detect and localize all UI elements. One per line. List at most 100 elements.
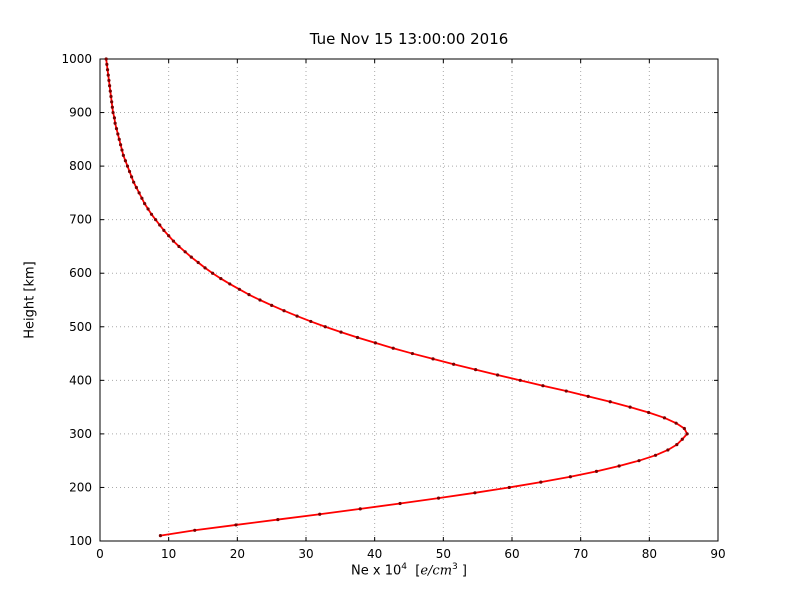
data-point-marker — [140, 196, 144, 200]
data-point-marker — [146, 207, 150, 211]
data-point-marker — [373, 341, 377, 345]
data-point-marker — [594, 469, 599, 473]
data-point-marker — [355, 335, 360, 340]
data-point-marker — [436, 496, 441, 500]
data-point-marker — [120, 148, 124, 152]
data-point-marker — [196, 260, 200, 265]
data-point-marker — [323, 325, 327, 329]
data-point-marker — [680, 437, 684, 441]
y-tick-label: 1000 — [61, 52, 92, 66]
data-point-marker — [234, 523, 238, 527]
data-point-marker — [127, 169, 132, 174]
data-point-marker — [171, 239, 176, 243]
data-point-marker — [111, 110, 115, 115]
data-point-marker — [637, 459, 641, 463]
y-axis-label: Height [km] — [22, 261, 38, 339]
data-point-marker — [105, 62, 109, 66]
data-point-marker — [474, 368, 478, 372]
y-tick-label: 800 — [69, 159, 92, 173]
data-point-marker — [110, 105, 114, 109]
axes-frame — [99, 58, 719, 542]
data-point-marker — [162, 228, 166, 232]
data-point-marker — [685, 432, 689, 436]
chart-title: Tue Nov 15 13:00:00 2016 — [309, 30, 509, 48]
data-point-marker — [112, 116, 117, 120]
data-point-marker — [674, 421, 678, 425]
x-tick-label: 40 — [367, 547, 382, 561]
data-point-marker — [666, 448, 670, 452]
data-point-marker — [193, 528, 197, 532]
data-point-marker — [219, 276, 223, 281]
profile-markers — [104, 57, 689, 538]
x-tick-label: 10 — [161, 547, 176, 561]
data-point-marker — [247, 293, 251, 297]
x-axis-label-units: e/cm — [420, 563, 453, 579]
data-point-marker — [123, 159, 128, 163]
data-point-marker — [682, 426, 686, 431]
data-point-marker — [167, 234, 171, 238]
data-point-marker — [104, 57, 108, 61]
data-point-marker — [568, 475, 572, 479]
data-point-marker — [106, 73, 110, 77]
x-axis-label-close-bracket: ] — [457, 563, 467, 579]
y-tick-label: 300 — [69, 427, 92, 441]
data-point-marker — [116, 132, 120, 136]
data-point-marker — [189, 255, 193, 259]
data-point-marker — [608, 400, 612, 404]
data-point-marker — [113, 121, 117, 125]
data-point-marker — [117, 137, 121, 141]
data-point-marker — [183, 250, 187, 254]
data-point-marker — [282, 309, 286, 313]
data-point-marker — [121, 153, 125, 157]
data-point-marker — [177, 244, 181, 249]
data-point-marker — [114, 127, 119, 131]
x-tick-label: 60 — [504, 547, 519, 561]
data-point-marker — [358, 507, 362, 511]
y-tick-label: 700 — [69, 213, 92, 227]
x-axis-label-units-exponent: 3 — [452, 562, 458, 572]
tick-labels: 0 10 20 30 40 50 60 70 80 90 100 200 300 400 500 600 700… — [61, 52, 725, 561]
data-point-marker — [158, 223, 162, 227]
data-point-marker — [276, 517, 280, 522]
x-tick-label: 0 — [96, 547, 104, 561]
data-point-marker — [119, 143, 123, 147]
data-point-marker — [270, 303, 274, 307]
y-tick-label: 100 — [69, 534, 92, 548]
data-point-marker — [203, 266, 207, 270]
y-tick-label: 900 — [69, 106, 92, 120]
data-point-marker — [105, 68, 110, 72]
x-axis-label-open-bracket: [ — [406, 563, 421, 579]
x-tick-label: 90 — [710, 547, 725, 561]
data-point-marker — [158, 534, 163, 538]
data-point-marker — [108, 84, 112, 88]
x-axis-label: Ne x 104 [e/cm3 ] — [351, 562, 467, 578]
data-point-marker — [154, 218, 158, 222]
data-point-marker — [149, 212, 154, 216]
data-point-marker — [431, 357, 435, 361]
data-point-marker — [662, 416, 667, 420]
data-point-marker — [211, 271, 215, 275]
x-tick-label: 20 — [230, 547, 245, 561]
data-point-marker — [507, 485, 511, 490]
data-point-marker — [109, 94, 113, 99]
data-point-marker — [541, 384, 545, 388]
data-point-marker — [125, 164, 130, 168]
x-tick-label: 50 — [436, 547, 451, 561]
data-point-marker — [675, 443, 679, 447]
data-point-marker — [108, 89, 112, 93]
data-point-marker — [258, 298, 262, 302]
data-point-marker — [318, 512, 322, 516]
y-tick-label: 400 — [69, 373, 92, 387]
data-point-marker — [228, 282, 232, 286]
data-point-marker — [309, 319, 313, 324]
grid-lines — [99, 58, 719, 542]
data-point-marker — [107, 78, 111, 83]
data-point-marker — [647, 410, 651, 415]
tick-marks — [99, 58, 719, 542]
data-point-marker — [473, 491, 477, 495]
y-tick-label: 200 — [69, 480, 92, 494]
data-point-marker — [132, 180, 136, 184]
data-point-marker — [339, 330, 343, 334]
